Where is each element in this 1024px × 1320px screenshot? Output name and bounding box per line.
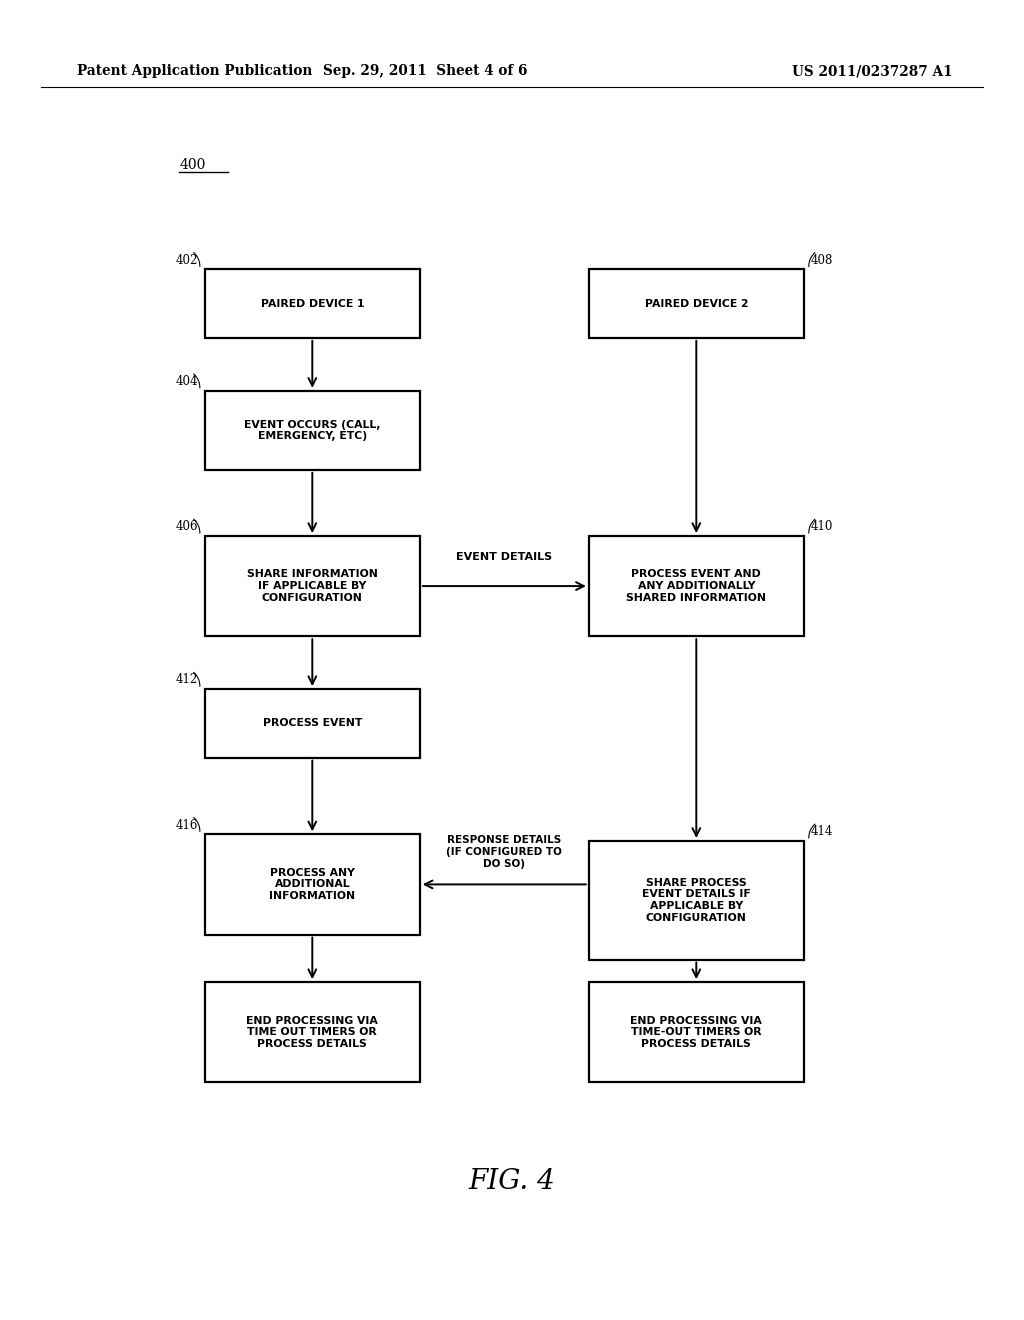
- Text: US 2011/0237287 A1: US 2011/0237287 A1: [792, 65, 952, 78]
- Text: 400: 400: [179, 157, 206, 172]
- Text: Sep. 29, 2011  Sheet 4 of 6: Sep. 29, 2011 Sheet 4 of 6: [323, 65, 527, 78]
- Bar: [205, 834, 420, 935]
- Text: 412: 412: [175, 673, 198, 686]
- Text: SHARE INFORMATION
IF APPLICABLE BY
CONFIGURATION: SHARE INFORMATION IF APPLICABLE BY CONFI…: [247, 569, 378, 603]
- Text: RESPONSE DETAILS
(IF CONFIGURED TO
DO SO): RESPONSE DETAILS (IF CONFIGURED TO DO SO…: [446, 836, 562, 869]
- Text: PAIRED DEVICE 2: PAIRED DEVICE 2: [644, 298, 749, 309]
- Text: PROCESS EVENT AND
ANY ADDITIONALLY
SHARED INFORMATION: PROCESS EVENT AND ANY ADDITIONALLY SHARE…: [627, 569, 766, 603]
- Bar: [205, 269, 420, 338]
- Text: 404: 404: [175, 375, 198, 388]
- Text: PROCESS ANY
ADDITIONAL
INFORMATION: PROCESS ANY ADDITIONAL INFORMATION: [269, 867, 355, 902]
- Bar: [205, 536, 420, 636]
- Bar: [589, 841, 804, 960]
- Text: EVENT OCCURS (CALL,
EMERGENCY, ETC): EVENT OCCURS (CALL, EMERGENCY, ETC): [244, 420, 381, 441]
- Text: FIG. 4: FIG. 4: [469, 1168, 555, 1195]
- Text: EVENT DETAILS: EVENT DETAILS: [457, 552, 552, 562]
- Text: 406: 406: [175, 520, 198, 533]
- Bar: [589, 269, 804, 338]
- Bar: [205, 982, 420, 1082]
- Bar: [205, 689, 420, 758]
- Text: 414: 414: [811, 825, 834, 838]
- Bar: [589, 536, 804, 636]
- Text: PAIRED DEVICE 1: PAIRED DEVICE 1: [260, 298, 365, 309]
- Text: 416: 416: [175, 818, 198, 832]
- Text: END PROCESSING VIA
TIME-OUT TIMERS OR
PROCESS DETAILS: END PROCESSING VIA TIME-OUT TIMERS OR PR…: [631, 1015, 762, 1049]
- Text: 410: 410: [811, 520, 834, 533]
- Text: 408: 408: [811, 253, 834, 267]
- Text: END PROCESSING VIA
TIME OUT TIMERS OR
PROCESS DETAILS: END PROCESSING VIA TIME OUT TIMERS OR PR…: [247, 1015, 378, 1049]
- Bar: [589, 982, 804, 1082]
- Text: PROCESS EVENT: PROCESS EVENT: [262, 718, 362, 729]
- Bar: [205, 391, 420, 470]
- Text: 402: 402: [175, 253, 198, 267]
- Text: Patent Application Publication: Patent Application Publication: [77, 65, 312, 78]
- Text: SHARE PROCESS
EVENT DETAILS IF
APPLICABLE BY
CONFIGURATION: SHARE PROCESS EVENT DETAILS IF APPLICABL…: [642, 878, 751, 923]
